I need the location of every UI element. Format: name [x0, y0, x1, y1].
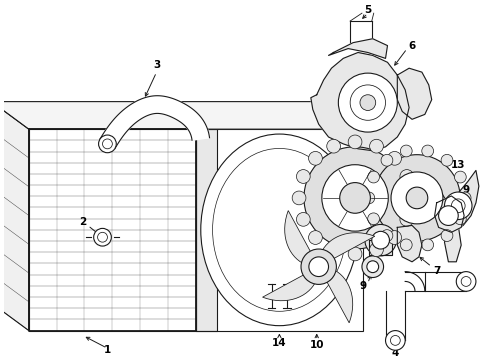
- Circle shape: [441, 154, 453, 166]
- Circle shape: [454, 213, 466, 225]
- Circle shape: [400, 170, 414, 183]
- Polygon shape: [397, 68, 432, 119]
- Circle shape: [372, 231, 390, 249]
- Circle shape: [381, 230, 393, 242]
- Polygon shape: [0, 102, 29, 330]
- Polygon shape: [369, 240, 392, 255]
- Circle shape: [365, 224, 396, 256]
- Circle shape: [374, 155, 460, 241]
- Circle shape: [441, 230, 453, 242]
- Circle shape: [304, 147, 406, 249]
- Circle shape: [292, 191, 306, 205]
- Polygon shape: [326, 269, 353, 323]
- Circle shape: [400, 212, 414, 226]
- Ellipse shape: [201, 134, 358, 326]
- Circle shape: [301, 249, 337, 284]
- Polygon shape: [100, 96, 210, 148]
- Text: 6: 6: [409, 41, 416, 51]
- Text: 4: 4: [392, 348, 399, 358]
- Polygon shape: [159, 102, 363, 129]
- Circle shape: [322, 165, 388, 231]
- Polygon shape: [397, 225, 422, 262]
- Polygon shape: [405, 272, 425, 291]
- Circle shape: [391, 172, 443, 224]
- Circle shape: [309, 231, 322, 244]
- Circle shape: [454, 171, 466, 183]
- Circle shape: [348, 135, 362, 149]
- Circle shape: [94, 228, 111, 246]
- Text: 1: 1: [104, 345, 111, 355]
- Text: 9: 9: [359, 282, 367, 291]
- Polygon shape: [386, 291, 405, 341]
- Circle shape: [339, 73, 397, 132]
- Polygon shape: [311, 53, 409, 151]
- Circle shape: [327, 139, 341, 153]
- Circle shape: [422, 145, 434, 157]
- Text: 14: 14: [272, 338, 287, 348]
- Circle shape: [363, 192, 375, 204]
- Circle shape: [348, 247, 362, 261]
- Text: 13: 13: [451, 161, 465, 171]
- Text: 8: 8: [347, 228, 355, 238]
- Polygon shape: [0, 102, 196, 129]
- Text: 7: 7: [433, 266, 441, 276]
- Circle shape: [340, 183, 370, 213]
- Circle shape: [404, 191, 418, 205]
- Polygon shape: [435, 196, 464, 232]
- Circle shape: [439, 206, 458, 225]
- Circle shape: [400, 239, 412, 251]
- Text: 11: 11: [348, 157, 362, 167]
- Circle shape: [406, 187, 428, 209]
- Text: 3: 3: [153, 60, 160, 70]
- Circle shape: [368, 213, 379, 225]
- Circle shape: [459, 192, 471, 204]
- Circle shape: [388, 231, 401, 244]
- Circle shape: [309, 152, 322, 165]
- Circle shape: [368, 171, 379, 183]
- Circle shape: [296, 212, 310, 226]
- Polygon shape: [328, 39, 388, 58]
- Polygon shape: [29, 129, 196, 330]
- Text: 10: 10: [310, 340, 324, 350]
- Circle shape: [456, 272, 476, 291]
- Circle shape: [369, 243, 383, 257]
- Circle shape: [360, 95, 376, 111]
- Polygon shape: [444, 225, 461, 262]
- Polygon shape: [386, 282, 425, 291]
- Circle shape: [422, 239, 434, 251]
- Polygon shape: [196, 129, 218, 330]
- Text: 9: 9: [463, 185, 469, 195]
- Circle shape: [369, 139, 383, 153]
- Circle shape: [98, 135, 116, 153]
- Circle shape: [444, 192, 472, 220]
- Polygon shape: [263, 274, 316, 301]
- Circle shape: [296, 170, 310, 183]
- Circle shape: [381, 154, 393, 166]
- Circle shape: [362, 256, 384, 278]
- Polygon shape: [285, 211, 312, 264]
- Circle shape: [309, 257, 328, 276]
- Polygon shape: [440, 170, 479, 229]
- Circle shape: [388, 152, 401, 165]
- Text: 5: 5: [364, 5, 371, 15]
- Circle shape: [327, 243, 341, 257]
- Circle shape: [386, 330, 405, 350]
- Text: 2: 2: [79, 217, 86, 228]
- Text: 12: 12: [410, 157, 424, 167]
- Circle shape: [367, 261, 379, 273]
- Circle shape: [400, 145, 412, 157]
- Polygon shape: [321, 233, 375, 260]
